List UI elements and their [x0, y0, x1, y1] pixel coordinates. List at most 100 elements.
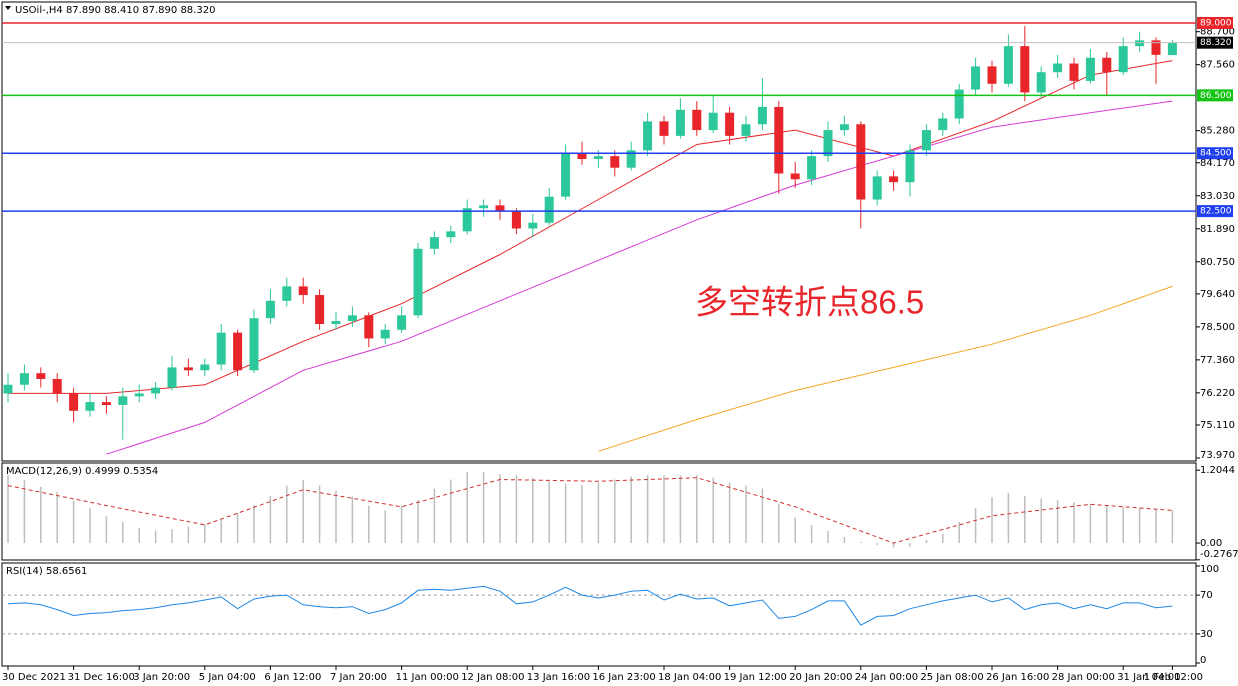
- x-tick-label: 5 Jan 04:00: [199, 672, 256, 683]
- x-tick-label: 3 Jan 20:00: [133, 672, 190, 683]
- candle-body: [216, 332, 226, 365]
- candle-body: [741, 124, 751, 136]
- annotation: 多空转折点86.5: [695, 284, 924, 321]
- candle-body: [987, 66, 997, 84]
- candle-body: [1036, 72, 1046, 93]
- candle-body: [757, 106, 767, 125]
- candle-body: [954, 89, 964, 119]
- x-tick-label: 18 Jan 04:00: [658, 672, 721, 683]
- panel-frame: [1, 1, 1197, 462]
- candle-body: [708, 112, 718, 131]
- candle-body: [561, 153, 571, 197]
- y-tick-label: 76.220: [1200, 388, 1235, 399]
- panel-title: USOil-,H4 87.890 88.410 87.890 88.320: [15, 5, 215, 16]
- candle-body: [101, 402, 111, 406]
- candle-body: [69, 393, 79, 411]
- x-tick-label: 31 Jan 04:00: [1117, 672, 1180, 683]
- y-tick-label: 70: [1200, 590, 1213, 601]
- candle-body: [790, 173, 800, 180]
- y-tick-label: 87.560: [1200, 60, 1235, 71]
- candle-body: [839, 124, 849, 131]
- candle-body: [183, 367, 193, 371]
- moving-average: [8, 60, 1173, 394]
- panel-frame: [1, 562, 1197, 667]
- level-box: [1197, 89, 1233, 102]
- candle-body: [36, 373, 46, 379]
- candle-body: [872, 176, 882, 200]
- candle-body: [692, 109, 702, 131]
- candle-body: [134, 393, 144, 397]
- x-tick-label: 13 Jan 16:00: [527, 672, 590, 683]
- candle-body: [85, 402, 95, 411]
- x-tick-label: 1 Feb 12:00: [1144, 672, 1203, 683]
- candle-body: [331, 321, 341, 324]
- candle-body: [823, 130, 833, 157]
- candle-body: [610, 156, 620, 168]
- candle-body: [1167, 42, 1177, 56]
- candle-body: [528, 222, 538, 229]
- candle-body: [52, 378, 62, 394]
- level-label: 89.000: [1200, 18, 1232, 28]
- candle-body: [675, 109, 685, 136]
- candle-body: [1118, 46, 1128, 73]
- candle-body: [725, 112, 735, 136]
- candle-body: [446, 231, 456, 238]
- candle-body: [462, 208, 472, 232]
- level-box: [1197, 147, 1233, 160]
- title-arrow: [5, 6, 11, 10]
- x-tick-label: 11 Jan 00:00: [396, 672, 459, 683]
- candle-body: [1003, 46, 1013, 84]
- candle-body: [593, 156, 603, 160]
- y-tick-label: 75.110: [1200, 420, 1235, 431]
- candle-body: [1053, 63, 1063, 73]
- candle-body: [1069, 63, 1079, 81]
- y-tick-label: 100: [1200, 564, 1219, 575]
- macd-signal: [7, 477, 1173, 544]
- candle-body: [364, 315, 374, 339]
- y-tick-label: 84.170: [1200, 158, 1235, 169]
- y-tick-label: 1.2044: [1200, 465, 1235, 476]
- candle-body: [429, 237, 439, 249]
- candle-body: [19, 373, 29, 385]
- y-tick-label: 85.280: [1200, 126, 1235, 137]
- y-tick-label: 88.700: [1200, 27, 1235, 38]
- level-box: [1197, 205, 1233, 218]
- candle-body: [856, 124, 866, 200]
- y-tick-label: 80.750: [1200, 257, 1235, 268]
- candle-body: [151, 387, 161, 394]
- candle-body: [3, 384, 13, 394]
- y-tick-label: 83.030: [1200, 191, 1235, 202]
- candle-body: [1020, 46, 1030, 93]
- x-tick-label: 7 Jan 20:00: [330, 672, 387, 683]
- candle-body: [249, 318, 259, 371]
- level-label: 82.500: [1200, 207, 1232, 217]
- candle-body: [1135, 40, 1145, 47]
- y-tick-label: 78.500: [1200, 322, 1235, 333]
- candle-body: [347, 315, 357, 322]
- y-tick-label: 79.640: [1200, 289, 1235, 300]
- x-tick-label: 19 Jan 12:00: [724, 672, 787, 683]
- x-tick-label: 20 Jan 20:00: [789, 672, 852, 683]
- candle-body: [265, 300, 275, 319]
- level-label: 86.500: [1200, 91, 1232, 101]
- candle-body: [971, 66, 981, 90]
- panel-title: MACD(12,26,9) 0.4999 0.5354: [6, 466, 158, 477]
- x-tick-label: 28 Jan 00:00: [1052, 672, 1115, 683]
- x-tick-label: 25 Jan 08:00: [920, 672, 983, 683]
- level-label: 84.500: [1200, 149, 1232, 159]
- candle-body: [479, 205, 489, 209]
- rsi-line: [7, 585, 1173, 626]
- x-tick-label: 30 Dec 2021: [2, 672, 66, 683]
- y-tick-label: 73.970: [1200, 450, 1235, 461]
- x-tick-label: 12 Jan 08:00: [461, 672, 524, 683]
- candle-body: [233, 332, 243, 371]
- candle-body: [938, 118, 948, 131]
- moving-average: [598, 285, 1173, 452]
- candle-body: [298, 286, 308, 296]
- candle-body: [889, 176, 899, 183]
- x-tick-label: 31 Dec 16:00: [68, 672, 135, 683]
- candle-body: [626, 150, 636, 168]
- x-tick-label: 26 Jan 16:00: [986, 672, 1049, 683]
